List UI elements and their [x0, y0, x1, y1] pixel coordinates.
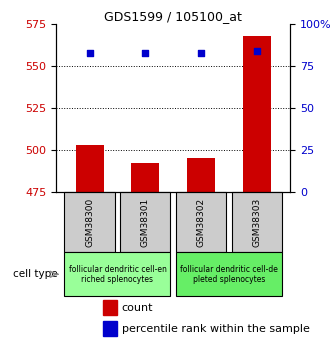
Point [254, 48, 260, 54]
Text: GSM38303: GSM38303 [252, 197, 261, 247]
Bar [120, 191, 171, 252]
Bar [103, 300, 117, 315]
Bar [176, 252, 282, 296]
Text: follicular dendritic cell-de
pleted splenocytes: follicular dendritic cell-de pleted sple… [180, 265, 278, 284]
Text: GSM38300: GSM38300 [85, 197, 94, 247]
Bar [176, 191, 226, 252]
Bar [76, 145, 104, 191]
Bar [103, 321, 117, 336]
Bar [232, 191, 282, 252]
Text: follicular dendritic cell-en
riched splenocytes: follicular dendritic cell-en riched sple… [69, 265, 166, 284]
Point [199, 50, 204, 56]
Bar [187, 158, 215, 191]
Text: percentile rank within the sample: percentile rank within the sample [122, 324, 310, 334]
Text: count: count [122, 303, 153, 313]
Text: GSM38302: GSM38302 [197, 197, 206, 246]
Title: GDS1599 / 105100_at: GDS1599 / 105100_at [104, 10, 242, 23]
Bar [131, 163, 159, 191]
Text: GSM38301: GSM38301 [141, 197, 150, 247]
Bar [64, 252, 171, 296]
Point [87, 50, 92, 56]
Point [143, 50, 148, 56]
Text: cell type: cell type [13, 269, 57, 279]
Bar [64, 191, 115, 252]
Bar [243, 36, 271, 191]
